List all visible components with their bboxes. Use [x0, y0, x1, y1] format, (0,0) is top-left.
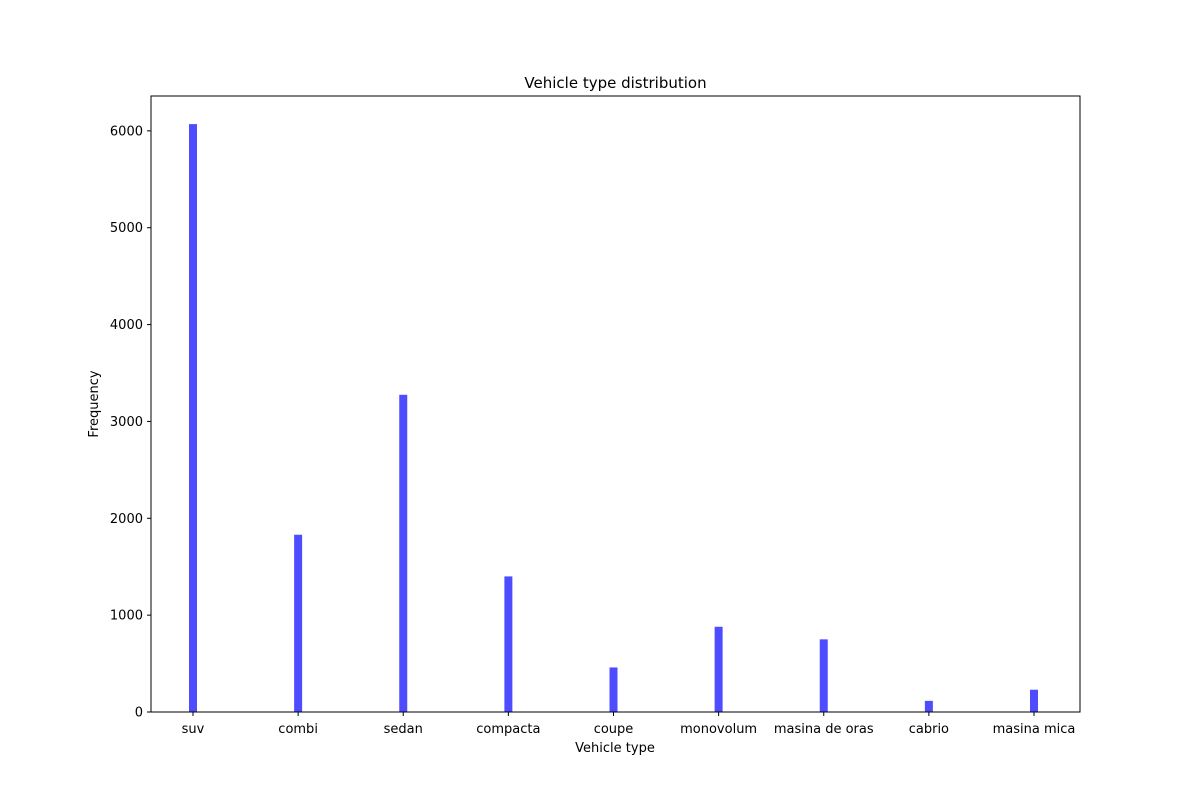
x-tick-label: combi: [278, 722, 318, 737]
x-tick-label: masina de oras: [774, 722, 874, 737]
y-axis: 0 1000 2000 3000 4000 5000 6000: [110, 124, 151, 721]
y-tick-label: 1000: [110, 609, 143, 624]
chart-title: Vehicle type distribution: [524, 74, 706, 92]
x-tick-label: coupe: [594, 722, 634, 737]
bar-cabrio: [924, 700, 933, 712]
y-axis-label: Frequency: [87, 370, 102, 437]
bar-combi: [294, 534, 303, 712]
y-tick-label: 6000: [110, 124, 143, 139]
x-tick-label: suv: [182, 722, 205, 737]
x-tick-label: masina mica: [993, 722, 1076, 737]
plot-frame: [150, 95, 1081, 713]
bar-masina-mica: [1030, 689, 1038, 712]
y-tick-label: 4000: [110, 318, 143, 333]
bar-masina-de-oras: [819, 639, 828, 712]
bar-compacta: [504, 576, 513, 712]
y-tick-label: 0: [135, 706, 143, 721]
bar-monovolum: [714, 626, 723, 712]
y-tick-label: 2000: [110, 512, 143, 527]
bar-coupe: [609, 667, 618, 712]
x-tick-label: monovolum: [680, 722, 757, 737]
x-axis-label: Vehicle type: [575, 741, 655, 756]
x-tick-label: sedan: [384, 722, 423, 737]
y-tick-label: 3000: [110, 415, 143, 430]
bar-sedan: [399, 394, 408, 712]
x-tick-label: cabrio: [909, 722, 949, 737]
bars: [189, 124, 1038, 712]
x-axis: suv combi sedan compacta coupe monovolum masin…: [182, 712, 1076, 737]
x-tick-label: compacta: [476, 722, 540, 737]
bar-suv: [189, 124, 197, 712]
y-tick-label: 5000: [110, 221, 143, 236]
